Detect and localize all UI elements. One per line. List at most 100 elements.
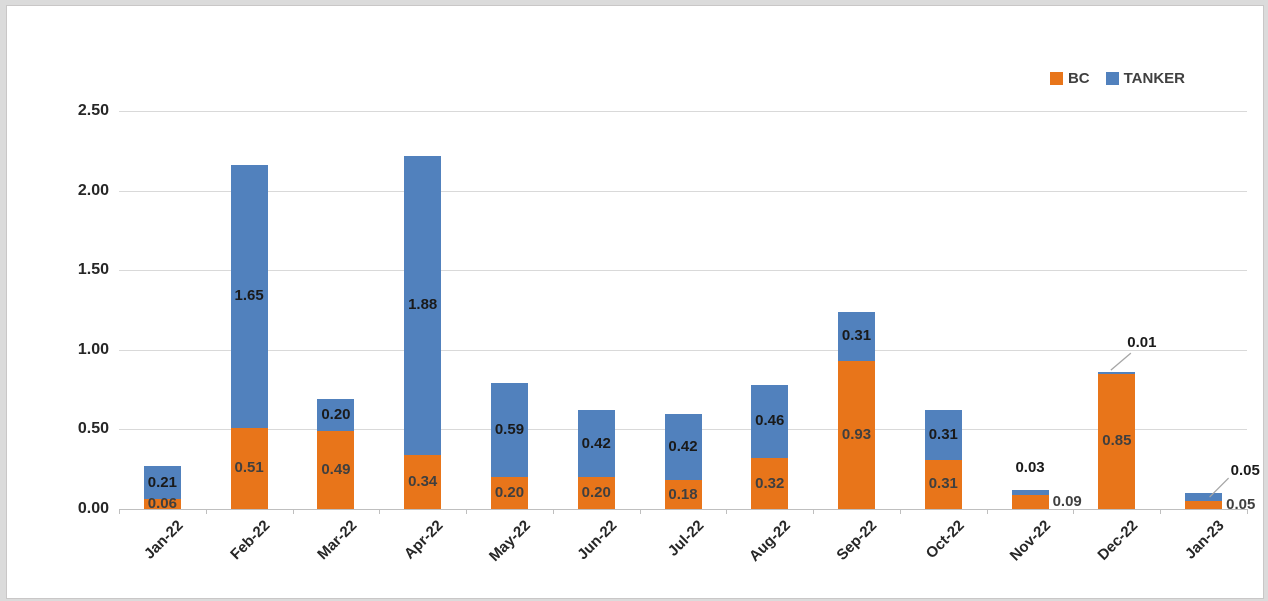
x-category-label: Aug-22	[745, 517, 794, 565]
x-tick-mark	[205, 509, 207, 514]
bar-segment-bc-jan-22[interactable]	[143, 499, 181, 509]
value-label-tanker-mar-22: 0.20	[321, 406, 351, 424]
x-category-label: Nov-22	[1006, 517, 1055, 565]
gridline	[119, 190, 1247, 192]
x-category-label: Jan-22	[140, 517, 187, 563]
bar-segment-tanker-jun-22[interactable]	[577, 410, 615, 478]
bar-segment-bc-jul-22[interactable]	[664, 480, 702, 509]
value-label-bc-apr-22: 0.34	[408, 472, 438, 490]
legend-label: TANKER	[1123, 70, 1185, 87]
x-category-label: May-22	[485, 517, 534, 565]
bar-segment-tanker-aug-22[interactable]	[751, 384, 789, 459]
bar-segment-tanker-may-22[interactable]	[490, 383, 528, 478]
plot-area: 0.06 0.21 0.51 1.65 0.49 0.20 0.34 1.88 0.20 0.59…	[119, 111, 1260, 514]
value-label-tanker-jan-22: 0.21	[147, 473, 177, 491]
legend-swatch-icon	[1049, 72, 1063, 85]
value-label-bc-jun-22: 0.20	[581, 484, 611, 502]
y-tick-label: 0.00	[77, 500, 109, 517]
value-label-bc-jan-22: 0.06	[147, 495, 177, 513]
bar-segment-tanker-jan-22[interactable]	[143, 466, 181, 500]
bar-segment-tanker-nov-22[interactable]	[1011, 489, 1049, 495]
bar-segment-bc-aug-22[interactable]	[751, 458, 789, 509]
chart-frame: BC TANKER 0.00 0.50 1.00 1.50 2.00 2.50 0.06 0.…	[6, 5, 1264, 599]
y-axis: 0.00 0.50 1.00 1.50 2.00 2.50	[35, 102, 109, 517]
value-label-tanker-feb-22: 1.65	[234, 287, 264, 305]
value-label-bc-may-22: 0.20	[494, 484, 525, 502]
value-label-tanker-may-22: 0.59	[494, 421, 525, 439]
bar-segment-bc-jan-23[interactable]	[1185, 501, 1223, 509]
value-label-tanker-jul-22: 0.42	[668, 437, 698, 455]
value-label-tanker-dec-22: 0.01	[1127, 334, 1157, 352]
legend-item-tanker[interactable]: TANKER	[1105, 70, 1185, 87]
value-label-bc-dec-22: 0.85	[1102, 432, 1132, 450]
x-tick-mark	[899, 509, 901, 514]
y-tick-label: 1.00	[77, 340, 109, 358]
x-tick-mark	[1073, 509, 1075, 514]
gridline	[119, 270, 1247, 272]
legend: BC TANKER	[1049, 70, 1185, 87]
x-category-label: Mar-22	[313, 517, 360, 564]
y-tick-label: 1.50	[77, 261, 109, 279]
value-label-bc-jan-23: 0.05	[1226, 496, 1256, 514]
y-tick-label: 2.00	[77, 181, 109, 199]
value-label-tanker-sep-22: 0.31	[841, 327, 872, 345]
x-tick-mark	[813, 509, 815, 514]
x-tick-mark	[639, 509, 641, 514]
value-label-bc-nov-22: 0.09	[1052, 492, 1082, 510]
y-tick-label: 2.50	[77, 102, 109, 119]
value-label-bc-oct-22: 0.31	[928, 475, 958, 493]
leader-line	[1209, 477, 1230, 498]
bar-segment-bc-feb-22[interactable]	[230, 427, 268, 509]
gridline	[119, 349, 1247, 351]
y-tick-label: 0.50	[77, 420, 109, 438]
leader-line	[1110, 352, 1132, 371]
x-category-label: Feb-22	[226, 517, 274, 564]
bar-segment-bc-sep-22[interactable]	[838, 360, 876, 509]
x-tick-mark	[119, 509, 120, 514]
x-axis-line	[119, 509, 1247, 510]
x-tick-mark	[292, 509, 294, 514]
legend-swatch-icon	[1105, 72, 1119, 85]
x-category-label: Apr-22	[401, 517, 447, 563]
value-label-bc-mar-22: 0.49	[321, 461, 351, 478]
bar-segment-tanker-dec-22[interactable]	[1098, 372, 1136, 374]
value-label-bc-aug-22: 0.32	[755, 474, 785, 492]
bar-segment-bc-nov-22[interactable]	[1011, 494, 1049, 509]
x-tick-mark	[1160, 509, 1162, 514]
x-category-label: Jul-22	[664, 517, 708, 560]
bar-segment-bc-may-22[interactable]	[490, 477, 528, 509]
bar-segment-tanker-apr-22[interactable]	[404, 155, 442, 455]
value-label-bc-sep-22: 0.93	[841, 425, 872, 443]
legend-item-bc[interactable]: BC	[1049, 70, 1090, 87]
value-label-tanker-jan-23: 0.05	[1230, 462, 1260, 480]
bar-segment-tanker-sep-22[interactable]	[838, 311, 876, 361]
x-tick-mark	[726, 509, 728, 514]
value-label-tanker-aug-22: 0.46	[755, 412, 785, 430]
bar-segment-tanker-jul-22[interactable]	[664, 413, 702, 481]
x-tick-mark	[379, 509, 381, 514]
value-label-bc-feb-22: 0.51	[234, 459, 264, 477]
x-tick-mark	[466, 509, 468, 514]
bar-segment-tanker-oct-22[interactable]	[924, 410, 962, 460]
bar-segment-bc-apr-22[interactable]	[404, 454, 442, 509]
gridline	[119, 111, 1247, 112]
x-tick-mark	[1247, 509, 1248, 514]
value-label-tanker-nov-22: 0.03	[1015, 458, 1045, 476]
value-label-tanker-apr-22: 1.88	[408, 296, 438, 314]
value-label-bc-jul-22: 0.18	[668, 485, 698, 503]
legend-label: BC	[1067, 70, 1090, 87]
bar-segment-tanker-mar-22[interactable]	[317, 399, 355, 431]
bar-segment-bc-dec-22[interactable]	[1098, 373, 1136, 509]
x-tick-mark	[552, 509, 554, 514]
bar-segment-bc-oct-22[interactable]	[924, 459, 962, 509]
x-category-label: Jan-23	[1182, 517, 1228, 563]
bar-segment-bc-mar-22[interactable]	[317, 431, 355, 509]
bar-segment-bc-jun-22[interactable]	[577, 477, 615, 509]
bar-segment-tanker-jan-23[interactable]	[1185, 493, 1223, 502]
leader-lines	[1110, 352, 1230, 498]
bar-segment-tanker-feb-22[interactable]	[230, 165, 268, 428]
value-label-tanker-jun-22: 0.42	[581, 434, 611, 452]
x-category-label: Sep-22	[833, 517, 881, 564]
x-axis: Jan-22 Feb-22 Mar-22 Apr-22 May-22 Jun-22 Jul-…	[119, 517, 1247, 587]
x-category-label: Dec-22	[1094, 517, 1141, 564]
